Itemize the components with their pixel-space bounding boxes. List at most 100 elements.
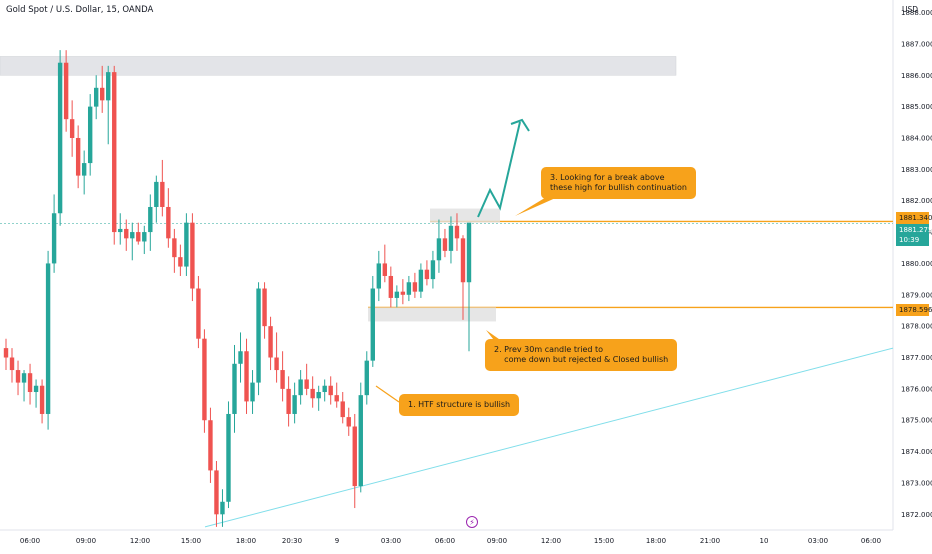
candle-body [454, 225, 460, 239]
candle-body [93, 87, 99, 107]
callout-pointer [375, 385, 400, 403]
candle-body [298, 379, 303, 396]
resistance-zone[interactable] [0, 56, 677, 76]
time-tick-label: 15:00 [594, 537, 614, 545]
time-tick-label: 21:00 [700, 537, 720, 545]
countdown-tag: 10:39 [896, 234, 929, 246]
candle-body [9, 357, 15, 371]
time-tick-label: 9 [335, 537, 339, 545]
price-tick-label: 1879.000 [901, 291, 932, 299]
candle-body [292, 395, 297, 414]
candle-body [388, 275, 394, 298]
candle-body [352, 426, 357, 487]
candle-body [148, 206, 153, 233]
price-tick-label: 1875.000 [901, 417, 932, 425]
candle-series [3, 50, 472, 527]
candle-body [39, 385, 45, 414]
candle-body [45, 263, 51, 414]
price-axis[interactable]: 1872.000 1873.000 1874.000 1875.000 1876.000… [901, 9, 932, 519]
candle-body [154, 181, 159, 207]
candle-body [400, 291, 406, 295]
lightning-icon[interactable]: ⚡ [466, 516, 478, 528]
time-tick-label: 10 [760, 537, 769, 545]
candle-body [190, 222, 195, 289]
time-tick-label: 06:00 [435, 537, 455, 545]
time-tick-label: 03:00 [381, 537, 401, 545]
low-rectangle[interactable] [368, 307, 496, 322]
candle-body [418, 269, 424, 292]
time-tick-label: 09:00 [487, 537, 507, 545]
projection-path[interactable] [477, 121, 521, 218]
candle-body [106, 72, 111, 101]
annotation-break-above[interactable]: 3. Looking for a break above these high … [541, 167, 696, 199]
candle-body [244, 351, 249, 402]
symbol-title[interactable]: Gold Spot / U.S. Dollar, 15, OANDA [6, 5, 154, 15]
price-tick-label: 1876.000 [901, 385, 932, 393]
candle-body [424, 269, 430, 280]
projection-arrows[interactable] [477, 118, 530, 218]
current-price-tag: 1881.275 [896, 224, 932, 236]
candle-body [250, 382, 255, 402]
annotation-rejection[interactable]: 2. Prev 30m candle tried to come down bu… [485, 339, 678, 371]
time-tick-label: 15:00 [181, 537, 201, 545]
candle-body [268, 326, 273, 358]
time-tick-label: 06:00 [20, 537, 40, 545]
candle-body [69, 119, 75, 138]
candle-body [63, 62, 69, 120]
price-tick-label: 1880.000 [901, 260, 932, 268]
candle-body [304, 379, 309, 389]
candle-body [448, 225, 454, 251]
candle-body [316, 392, 321, 399]
candle-body [346, 417, 351, 427]
price-tick-label: 1872.000 [901, 511, 932, 519]
rising-trendline[interactable] [204, 347, 894, 528]
price-tick-label: 1877.000 [901, 354, 932, 362]
high-rectangle[interactable] [430, 208, 500, 223]
annotation-htf-bullish[interactable]: 1. HTF structure is bullish [399, 394, 520, 416]
candle-body [286, 388, 291, 414]
candle-body [256, 288, 261, 383]
candle-body [81, 163, 87, 176]
time-tick-label: 06:00 [861, 537, 881, 545]
candle-body [280, 370, 285, 389]
candle-body [340, 401, 345, 418]
price-tick-label: 1883.000 [901, 166, 932, 174]
candle-body [328, 385, 333, 396]
candle-body [208, 420, 213, 471]
time-tick-label: 12:00 [130, 537, 150, 545]
time-tick-label: 12:00 [541, 537, 561, 545]
candle-body [100, 87, 105, 101]
candle-body [196, 288, 201, 339]
candle-body [202, 338, 207, 421]
price-tick-label: 1874.000 [901, 448, 932, 456]
currency-label[interactable]: USD [902, 5, 919, 14]
candle-body [27, 373, 33, 393]
candle-body [460, 238, 466, 283]
time-tick-label: 18:00 [646, 537, 666, 545]
price-tick-label: 1878.000 [901, 323, 932, 331]
time-tick-label: 20:30 [282, 537, 302, 545]
candle-body [214, 470, 219, 515]
candle-body [87, 106, 93, 164]
candle-body [124, 228, 129, 239]
time-axis[interactable]: 06:00 09:00 12:00 15:00 18:00 20:30 9 03:00 06:0… [20, 537, 881, 545]
arrow-head[interactable] [510, 118, 530, 132]
candle-body [51, 213, 57, 264]
candle-body [364, 360, 369, 396]
level-low-price-tag: 1878.596 [896, 304, 932, 316]
candle-body [21, 373, 27, 383]
time-tick-label: 03:00 [808, 537, 828, 545]
candle-body [358, 395, 363, 487]
candle-body [226, 413, 231, 502]
candle-body [322, 385, 327, 393]
candle-body [33, 385, 39, 393]
callout-tail [515, 196, 560, 216]
candle-body [436, 238, 442, 261]
candle-body [274, 357, 279, 371]
price-tick-label: 1888.000 [901, 9, 932, 17]
candle-body [232, 363, 237, 414]
candle-body [160, 181, 165, 207]
candle-body [334, 395, 339, 402]
